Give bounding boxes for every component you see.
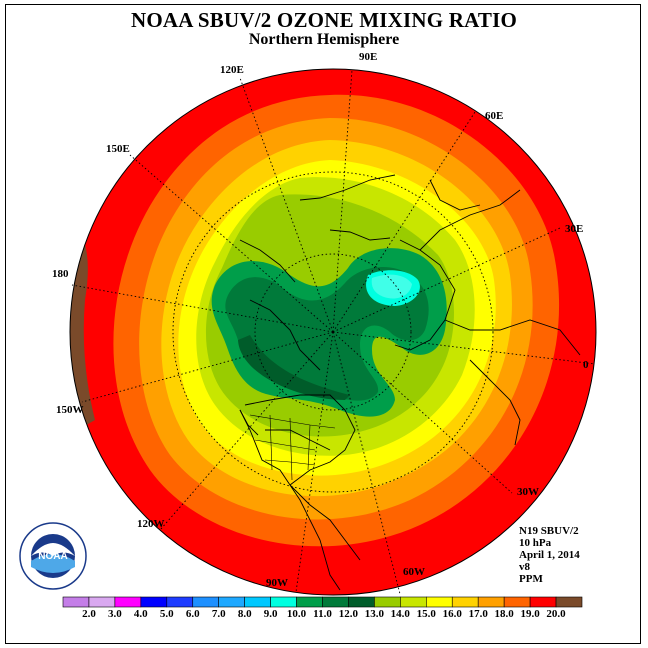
info-units: PPM: [519, 573, 543, 585]
colorbar-tick-label: 16.0: [442, 608, 462, 620]
colorbar-swatch: [270, 596, 297, 608]
graticule: [71, 69, 596, 595]
lon-label-120w: 120W: [137, 518, 165, 530]
colorbar-swatch: [400, 596, 427, 608]
lon-label-150e: 150E: [106, 143, 130, 155]
lon-label-150w: 150W: [56, 404, 84, 416]
colorbar-swatch: [555, 596, 583, 608]
colorbar-swatch: [348, 596, 375, 608]
colorbar-swatch: [192, 596, 220, 608]
ozone-field: [70, 69, 596, 595]
info-block: N19 SBUV/2 10 hPa April 1, 2014 v8 PPM: [519, 525, 580, 585]
colorbar-tick-label: 19.0: [520, 608, 540, 620]
lon-label-60w: 60W: [403, 566, 425, 578]
colorbar-swatch: [166, 596, 194, 608]
coastlines: [239, 174, 581, 591]
colorbar-swatch: [140, 596, 168, 608]
colorbar-swatch: [244, 596, 271, 608]
colorbar-swatch: [374, 596, 401, 608]
colorbar-swatch: [218, 596, 245, 608]
colorbar-swatch: [477, 596, 505, 608]
colorbar-swatch: [114, 596, 142, 608]
colorbar-tick-label: 13.0: [364, 608, 385, 620]
colorbar-tick-label: 9.0: [263, 608, 278, 620]
colorbar-tick-label: 4.0: [133, 608, 148, 620]
colorbar-tick-label: 8.0: [237, 608, 252, 620]
lon-label-0: 0: [583, 359, 589, 371]
lon-label-90e: 90E: [359, 51, 378, 63]
lon-label-60e: 60E: [485, 110, 504, 122]
logo-text: NOAA: [38, 551, 67, 562]
colorbar-tick-label: 17.0: [468, 608, 488, 620]
page-subtitle: Northern Hemisphere: [248, 31, 400, 48]
colorbar-tick-label: 6.0: [185, 608, 200, 620]
colorbar-tick-label: 15.0: [416, 608, 436, 620]
colorbar-tick-label: 12.0: [338, 608, 359, 620]
colorbar-tick-label: 18.0: [494, 608, 514, 620]
page-title: NOAA SBUV/2 OZONE MIXING RATIO: [131, 8, 517, 32]
info-level: 10 hPa: [519, 537, 552, 549]
colorbar-swatch: [62, 596, 90, 608]
lon-label-120e: 120E: [220, 64, 244, 76]
colorbar-tick-label: 14.0: [390, 608, 410, 620]
noaa-logo: NOAA: [19, 522, 87, 590]
political-boundaries: [249, 414, 336, 481]
colorbar-tick-label: 10.0: [286, 608, 307, 620]
colorbar-tick-label: 11.0: [313, 608, 332, 620]
lon-label-90w: 90W: [266, 577, 288, 589]
lon-label-180: 180: [52, 268, 69, 280]
info-version: v8: [519, 561, 530, 573]
lon-label-30w: 30W: [517, 486, 539, 498]
colorbar-tick-label: 5.0: [159, 608, 174, 620]
lon-label-30e: 30E: [565, 223, 584, 235]
colorbar-swatch: [529, 596, 557, 608]
info-satellite: N19 SBUV/2: [519, 525, 579, 537]
colorbar-swatch: [425, 596, 453, 608]
colorbar-tick-label: 3.0: [108, 608, 122, 620]
colorbar-swatch: [88, 596, 116, 608]
info-date: April 1, 2014: [519, 549, 580, 561]
colorbar-tick-label: 2.0: [82, 608, 96, 620]
colorbar-swatch: [322, 596, 349, 608]
colorbar-swatch: [451, 596, 479, 608]
colorbar-tick-label: 20.0: [546, 608, 566, 620]
colorbar-swatch: [296, 596, 323, 608]
colorbar-tick-label: 7.0: [211, 608, 226, 620]
colorbar-swatch: [503, 596, 531, 608]
